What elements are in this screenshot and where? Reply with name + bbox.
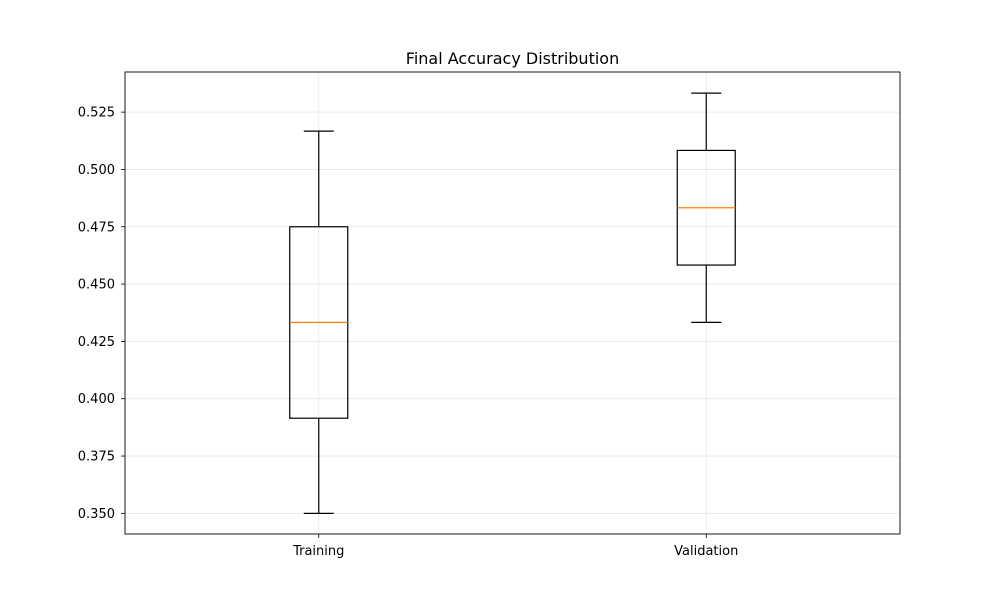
grid-layer [125,72,900,534]
y-tick-label: 0.350 [78,507,115,522]
y-tick-label: 0.400 [78,392,115,407]
y-tick-label: 0.475 [78,220,115,235]
chart-title: Final Accuracy Distribution [406,49,619,68]
y-tick-label: 0.525 [78,106,115,121]
y-tick-label: 0.425 [78,335,115,350]
axes-frame [124,71,901,535]
y-tick-label: 0.500 [78,163,115,178]
axes-layer [121,71,901,538]
box-training [289,130,349,514]
x-tick-label: Training [292,544,344,559]
y-tick-label: 0.450 [78,278,115,293]
x-tick-label: Validation [674,544,738,559]
box-layer [289,92,736,514]
y-tick-label: 0.375 [78,450,115,465]
label-layer: 0.350 0.375 0.400 0.425 0.450 0.475 0.500 0.525… [78,106,739,559]
box-validation [676,92,736,323]
